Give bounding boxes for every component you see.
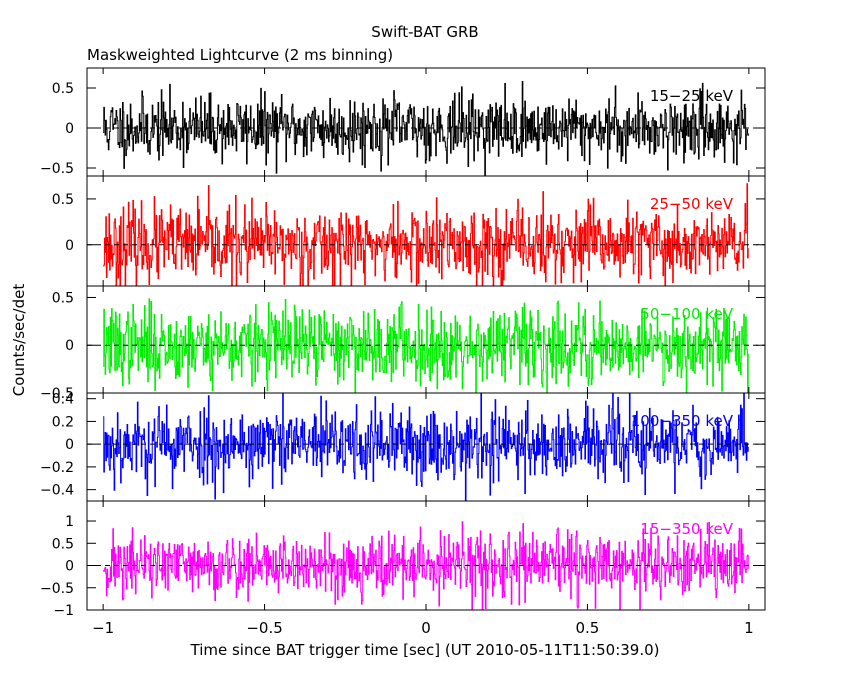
band-label: 15−25 keV xyxy=(650,87,734,105)
y-tick-label: 0 xyxy=(65,238,74,254)
x-axis-label: Time since BAT trigger time [sec] (UT 20… xyxy=(190,641,660,659)
band-label: 50−100 keV xyxy=(640,305,733,323)
band-label: 100−350 keV xyxy=(631,412,734,430)
panel-3: −0.5 0 0.5 50−100 keV xyxy=(40,285,766,402)
y-tick-label: 0 xyxy=(65,559,74,575)
y-tick-label: 0 xyxy=(65,121,74,137)
series-line xyxy=(103,393,749,501)
panels-group: −0.5 0 0.5 15−25 keV 0 0.5 25−50 keV −0.5 0 0.5 50… xyxy=(40,67,766,619)
y-tick-label: −0.4 xyxy=(40,483,74,499)
series-line xyxy=(103,521,749,610)
panel-2: 0 0.5 25−50 keV xyxy=(52,175,766,287)
y-tick-label: 0.5 xyxy=(52,81,74,97)
x-tick-label: 0 xyxy=(421,619,431,637)
panel-5: −1 −0.5 0 0.5 1 15−350 keV xyxy=(40,500,766,619)
y-tick-label: 0.5 xyxy=(52,192,74,208)
chart-title: Swift-BAT GRB xyxy=(371,23,478,41)
x-tick-label: −0.5 xyxy=(246,619,282,637)
y-axis-label: Counts/sec/det xyxy=(10,284,28,397)
x-tick-label: 1 xyxy=(744,619,754,637)
y-tick-label: −0.5 xyxy=(40,386,74,402)
y-tick-label: 0 xyxy=(65,338,74,354)
y-tick-label: −0.5 xyxy=(40,581,74,597)
chart-subtitle: Maskweighted Lightcurve (2 ms binning) xyxy=(87,46,393,64)
x-axis: −1 −0.5 0 0.5 1 xyxy=(92,619,754,637)
y-tick-label: 0.5 xyxy=(52,536,74,552)
y-tick-label: −1 xyxy=(53,603,74,619)
y-tick-label: 1 xyxy=(65,514,74,530)
panel-1: −0.5 0 0.5 15−25 keV xyxy=(40,67,766,177)
band-label: 25−50 keV xyxy=(650,195,734,213)
series-line xyxy=(103,183,749,286)
y-tick-label: 0.4 xyxy=(52,392,74,408)
x-tick-label: 0.5 xyxy=(575,619,599,637)
series-line xyxy=(103,298,749,393)
y-tick-label: 0.5 xyxy=(52,290,74,306)
y-tick-label: 0.2 xyxy=(52,414,74,430)
x-tick-label: −1 xyxy=(92,619,114,637)
y-tick-label: −0.5 xyxy=(40,161,74,177)
series-line xyxy=(103,81,749,176)
band-label: 15−350 keV xyxy=(640,520,733,538)
y-tick-label: −0.2 xyxy=(40,460,74,476)
y-tick-label: 0 xyxy=(65,437,74,453)
panel-4: −0.4 −0.2 0 0.2 0.4 100−350 keV xyxy=(40,392,766,502)
